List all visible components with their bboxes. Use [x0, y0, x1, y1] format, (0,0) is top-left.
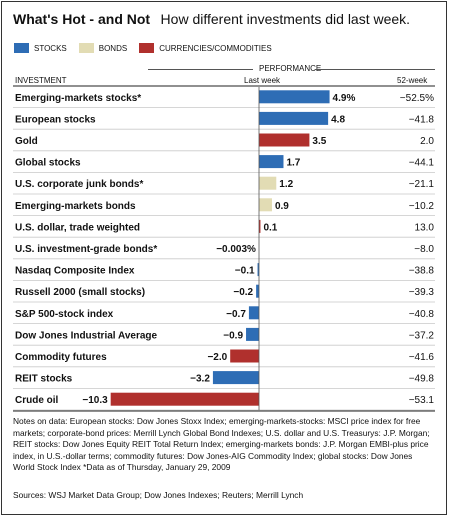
bar-crude-oil — [110, 392, 260, 406]
category-label-s-p-500-stock-index: S&P 500-stock index — [15, 309, 114, 320]
bar-chart: Emerging-markets stocks* 4.9% −52.5% Europe… — [13, 85, 435, 412]
category-label-u-s-corporate-junk-bonds: U.S. corporate junk bonds* — [15, 179, 143, 190]
legend-item-currencies: CURRENCIES/COMMODITIES — [139, 43, 272, 53]
category-label-crude-oil: Crude oil — [15, 395, 59, 406]
week52-value-commodity-futures: −41.6 — [409, 352, 435, 363]
value-label-s-p-500-stock-index: −0.7 — [226, 309, 246, 320]
week52-value-emerging-markets-bonds: −10.2 — [409, 201, 435, 212]
category-label-reit-stocks: REIT stocks — [15, 374, 73, 385]
week52-value-emerging-markets-stocks: −52.5% — [400, 93, 434, 104]
category-label-european-stocks: European stocks — [15, 114, 96, 125]
category-label-emerging-markets-bonds: Emerging-markets bonds — [15, 201, 136, 212]
performance-rule-right — [315, 69, 435, 70]
value-label-russell-2000-small-stocks: −0.2 — [233, 287, 253, 298]
bar-s-p-500-stock-index — [248, 306, 259, 320]
category-label-u-s-investment-grade-bonds: U.S. investment-grade bonds* — [15, 244, 157, 255]
value-label-gold: 3.5 — [312, 136, 326, 147]
legend-item-bonds: BONDS — [78, 43, 128, 53]
performance-header: PERFORMANCE — [259, 64, 322, 73]
value-label-emerging-markets-stocks: 4.9% — [333, 93, 356, 104]
bar-emerging-markets-stocks — [259, 90, 330, 104]
week52-value-dow-jones-industrial-average: −37.2 — [409, 330, 435, 341]
value-label-nasdaq-composite-index: −0.1 — [235, 266, 255, 277]
week52-value-u-s-investment-grade-bonds: −8.0 — [414, 244, 434, 255]
week52-value-russell-2000-small-stocks: −39.3 — [409, 287, 435, 298]
category-label-gold: Gold — [15, 136, 38, 147]
title-row: What's Hot - and Not How different inves… — [13, 11, 410, 29]
chart-subtitle: How different investments did last week. — [160, 11, 411, 27]
week52-value-reit-stocks: −49.8 — [409, 374, 435, 385]
value-label-european-stocks: 4.8 — [331, 114, 345, 125]
category-label-emerging-markets-stocks: Emerging-markets stocks* — [15, 93, 141, 104]
legend-item-stocks: STOCKS — [14, 43, 67, 53]
legend-swatch-bonds — [78, 43, 94, 53]
performance-rule-left — [148, 69, 253, 70]
category-label-commodity-futures: Commodity futures — [15, 352, 107, 363]
value-label-commodity-futures: −2.0 — [207, 352, 227, 363]
value-label-u-s-corporate-junk-bonds: 1.2 — [279, 179, 293, 190]
bar-reit-stocks — [212, 371, 259, 385]
value-label-global-stocks: 1.7 — [286, 158, 300, 169]
sources: Sources: WSJ Market Data Group; Dow Jone… — [13, 490, 304, 500]
legend-swatch-currencies — [139, 43, 155, 53]
value-label-crude-oil: −10.3 — [82, 395, 108, 406]
bar-dow-jones-industrial-average — [246, 327, 259, 341]
category-label-global-stocks: Global stocks — [15, 158, 81, 169]
category-label-u-s-dollar-trade-weighted: U.S. dollar, trade weighted — [15, 222, 140, 233]
last-week-header: Last week — [244, 76, 281, 85]
bar-commodity-futures — [230, 349, 259, 363]
bar-emerging-markets-bonds — [259, 198, 272, 212]
value-label-emerging-markets-bonds: 0.9 — [275, 201, 289, 212]
legend-label-currencies: CURRENCIES/COMMODITIES — [159, 43, 272, 53]
week52-value-crude-oil: −53.1 — [409, 395, 435, 406]
bar-russell-2000-small-stocks — [256, 284, 259, 298]
week52-value-s-p-500-stock-index: −40.8 — [409, 309, 435, 320]
legend-label-bonds: BONDS — [98, 43, 128, 53]
bar-european-stocks — [259, 111, 329, 125]
legend-label-stocks: STOCKS — [34, 43, 67, 53]
category-label-nasdaq-composite-index: Nasdaq Composite Index — [15, 266, 135, 277]
bar-nasdaq-composite-index — [257, 263, 259, 277]
week52-value-global-stocks: −44.1 — [409, 158, 435, 169]
value-label-dow-jones-industrial-average: −0.9 — [223, 330, 243, 341]
category-label-russell-2000-small-stocks: Russell 2000 (small stocks) — [15, 287, 145, 298]
value-label-u-s-investment-grade-bonds: −0.003% — [216, 244, 256, 255]
bar-u-s-corporate-junk-bonds — [259, 176, 277, 190]
value-label-u-s-dollar-trade-weighted: 0.1 — [263, 222, 277, 233]
category-label-dow-jones-industrial-average: Dow Jones Industrial Average — [15, 330, 158, 341]
bar-gold — [259, 133, 310, 147]
week52-value-gold: 2.0 — [420, 136, 434, 147]
legend-swatch-stocks — [14, 43, 29, 53]
bar-u-s-dollar-trade-weighted — [259, 219, 261, 233]
value-label-reit-stocks: −3.2 — [190, 374, 210, 385]
bar-global-stocks — [259, 155, 284, 169]
investment-header: INVESTMENT — [15, 76, 67, 85]
notes: Notes on data: European stocks: Dow Jone… — [13, 416, 430, 472]
chart-title: What's Hot - and Not — [13, 11, 151, 27]
week52-value-nasdaq-composite-index: −38.8 — [409, 266, 435, 277]
week52-value-u-s-dollar-trade-weighted: 13.0 — [415, 222, 435, 233]
legend: STOCKS BONDS CURRENCIES/COMMODITIES — [14, 43, 284, 53]
week52-value-u-s-corporate-junk-bonds: −21.1 — [409, 179, 435, 190]
week52-value-european-stocks: −41.8 — [409, 114, 435, 125]
week52-header: 52-week — [397, 76, 428, 85]
